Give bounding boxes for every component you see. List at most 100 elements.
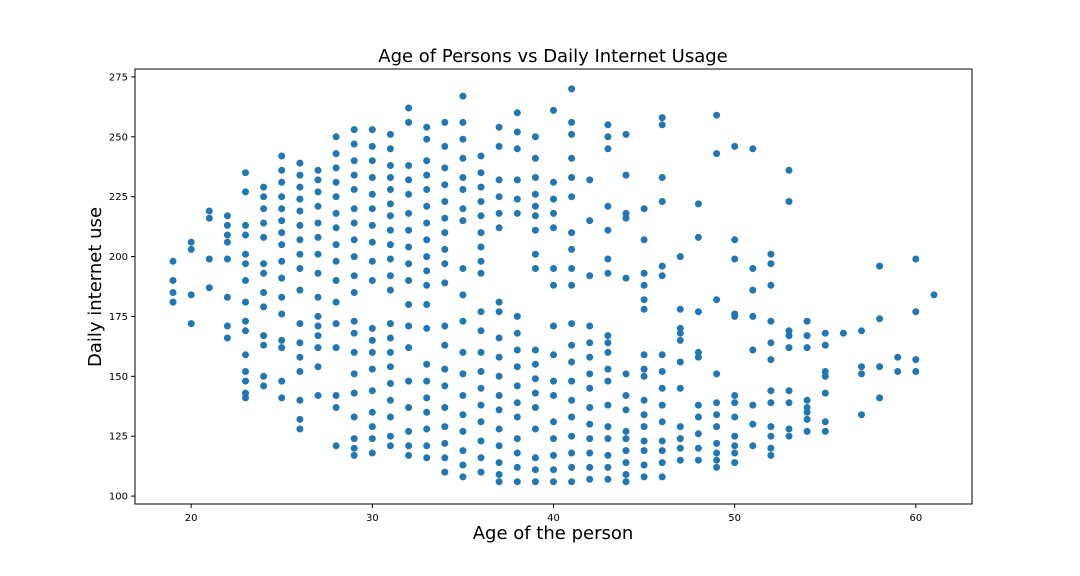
data-point (477, 152, 485, 160)
data-point (604, 133, 612, 141)
data-point (314, 250, 322, 258)
data-point (713, 150, 721, 158)
data-point (278, 193, 286, 201)
data-point (550, 392, 557, 399)
data-point (531, 190, 539, 198)
data-point (785, 399, 793, 407)
data-point (332, 344, 340, 352)
data-point (441, 365, 449, 373)
data-point (423, 186, 431, 193)
data-point (586, 272, 594, 280)
data-point (296, 236, 304, 244)
data-point (260, 372, 268, 380)
data-point (803, 408, 811, 416)
data-point (314, 202, 322, 210)
data-point (531, 265, 539, 272)
data-point (423, 442, 431, 450)
points-layer (169, 85, 938, 486)
data-point (767, 317, 775, 325)
y-tick-label: 200 (109, 252, 128, 263)
data-point (477, 198, 485, 205)
data-point (749, 312, 757, 320)
data-point (586, 435, 594, 443)
data-point (368, 142, 376, 150)
data-point (260, 382, 268, 390)
data-point (531, 389, 539, 397)
data-point (658, 114, 666, 122)
data-point (477, 229, 485, 237)
data-point (459, 205, 467, 213)
data-point (260, 205, 268, 213)
data-point (296, 171, 304, 179)
data-point (531, 425, 539, 433)
data-point (242, 250, 249, 258)
data-point (260, 269, 268, 277)
data-point (441, 164, 449, 172)
data-point (423, 281, 431, 289)
data-point (821, 341, 829, 349)
data-point (622, 447, 630, 455)
data-point (731, 392, 739, 399)
data-point (459, 447, 467, 455)
data-point (568, 85, 576, 93)
data-point (477, 418, 485, 426)
data-point (405, 427, 413, 435)
data-point (223, 255, 231, 263)
data-point (785, 425, 793, 433)
data-point (531, 212, 539, 220)
data-point (477, 454, 485, 462)
data-point (386, 363, 394, 371)
data-point (386, 174, 394, 181)
y-tick-label: 100 (109, 492, 128, 503)
data-point (386, 130, 394, 138)
data-point (386, 348, 394, 356)
data-point (296, 339, 304, 347)
data-point (586, 475, 594, 483)
data-point (386, 442, 394, 450)
data-point (568, 341, 576, 349)
data-point (513, 145, 521, 153)
data-point (568, 154, 576, 162)
data-point (767, 281, 775, 289)
data-point (260, 233, 268, 241)
data-point (568, 449, 576, 457)
data-point (260, 341, 268, 349)
data-point (423, 202, 431, 210)
data-point (604, 435, 612, 443)
data-point (278, 229, 286, 237)
data-point (314, 392, 322, 399)
data-point (694, 444, 702, 452)
data-point (405, 301, 413, 308)
data-point (459, 348, 467, 356)
data-point (477, 468, 485, 476)
data-point (568, 396, 576, 404)
data-point (350, 348, 358, 356)
data-point (821, 427, 829, 435)
data-point (441, 382, 449, 390)
data-point (314, 332, 322, 340)
data-point (495, 372, 503, 380)
data-point (296, 425, 304, 433)
data-point (622, 214, 630, 222)
data-point (604, 145, 612, 153)
data-point (876, 363, 884, 371)
data-point (568, 130, 576, 138)
data-point (405, 118, 413, 126)
data-point (350, 389, 358, 397)
data-point (459, 118, 467, 126)
data-point (296, 286, 304, 294)
data-point (423, 360, 431, 368)
data-point (586, 404, 594, 411)
data-point (423, 267, 431, 275)
data-point (821, 329, 829, 337)
data-point (658, 198, 666, 205)
data-point (495, 142, 503, 150)
data-point (332, 241, 340, 249)
data-point (731, 432, 739, 440)
data-point (242, 231, 249, 239)
data-point (785, 432, 793, 440)
data-point (749, 420, 757, 428)
data-point (550, 106, 557, 114)
data-point (278, 274, 286, 282)
data-point (278, 336, 286, 344)
